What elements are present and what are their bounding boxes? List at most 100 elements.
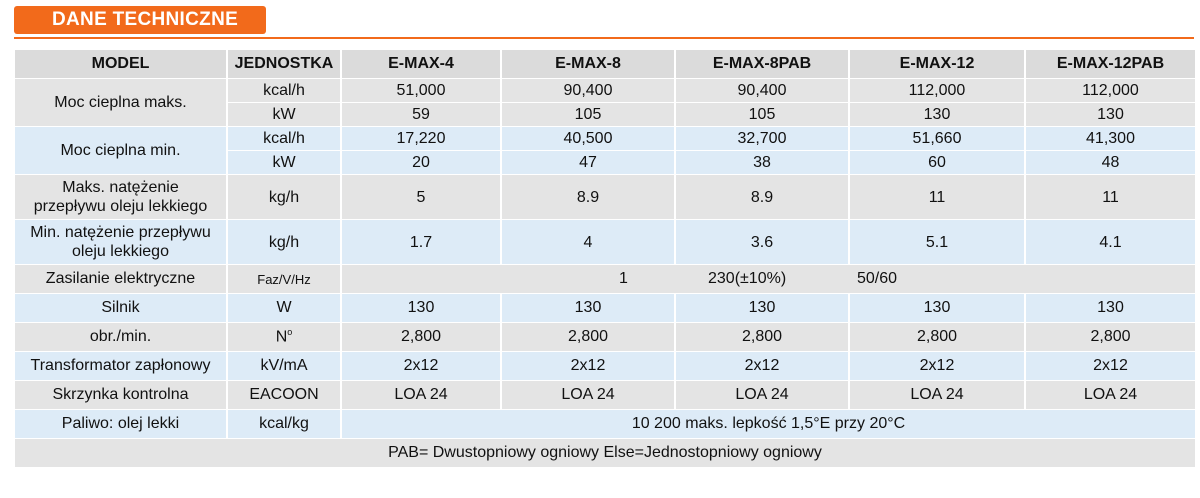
power-voltage: 230(±10%) [708,270,787,287]
unit-superscript: o [287,327,293,338]
value-cell: 2,800 [675,322,850,352]
value-cell: 5.1 [849,219,1026,265]
value-cell: LOA 24 [849,380,1026,410]
unit-cell: kg/h [227,174,342,220]
unit-cell: kcal/h [227,78,342,103]
value-cell: 11 [849,174,1026,220]
value-cell: 38 [675,150,850,175]
header-row: MODEL JEDNOSTKA E-MAX-4 E-MAX-8 E-MAX-8P… [15,50,1195,79]
value-cell: 8.9 [675,174,850,220]
unit-cell: W [227,293,342,323]
row-label: Skrzynka kontrolna [15,380,228,410]
unit-cell: Faz/V/Hz [227,264,342,294]
value-cell: 105 [501,102,676,127]
section-title-badge: DANE TECHNICZNE [14,6,266,34]
value-cell: 3.6 [675,219,850,265]
table-row: kW 59 105 105 130 130 [15,102,1195,127]
value-cell: 130 [849,102,1026,127]
table-row: Paliwo: olej lekki kcal/kg 10 200 maks. … [15,409,1195,439]
value-cell: 2,800 [341,322,502,352]
table-row: Skrzynka kontrolna EACOON LOA 24 LOA 24 … [15,380,1195,410]
value-cell: 5 [341,174,502,220]
value-cell: 51,660 [849,126,1026,151]
value-cell: 59 [341,102,502,127]
row-label-line: oleju lekkiego [72,243,169,260]
value-cell: 130 [849,293,1026,323]
unit-cell: EACOON [227,380,342,410]
header-unit: JEDNOSTKA [227,50,342,79]
header-emax4: E-MAX-4 [341,50,502,79]
header-emax12: E-MAX-12 [849,50,1026,79]
value-cell: 47 [501,150,676,175]
section-title: DANE TECHNICZNE [52,9,239,30]
power-frequency: 50/60 [857,270,898,287]
table-row: Min. natężenie przepływu oleju lekkiego … [15,219,1195,265]
value-cell: 8.9 [501,174,676,220]
spec-table: MODEL JEDNOSTKA E-MAX-4 E-MAX-8 E-MAX-8P… [15,50,1195,468]
table-row: Transformator zapłonowy kV/mA 2x12 2x12 … [15,351,1195,381]
table-row: Zasilanie elektryczne Faz/V/Hz 1 230(±10… [15,264,1195,294]
value-cell: 90,400 [501,78,676,103]
table-row: obr./min. No 2,800 2,800 2,800 2,800 2,8… [15,322,1195,352]
value-cell: 2x12 [849,351,1026,381]
table-row: Moc cieplna maks. kcal/h 51,000 90,400 9… [15,78,1195,127]
value-cell: 2x12 [341,351,502,381]
value-cell: 60 [849,150,1026,175]
value-cell: 130 [1025,293,1195,323]
footnote-row: PAB= Dwustopniowy ogniowy Else=Jednostop… [15,438,1195,468]
table-row: Maks. natężenie przepływu oleju lekkiego… [15,174,1195,220]
value-cell: 51,000 [341,78,502,103]
value-cell: 1.7 [341,219,502,265]
row-label-line: Maks. natężenie [62,179,179,196]
title-underline [14,37,1194,39]
header-model: MODEL [15,50,228,79]
row-label: Silnik [15,293,228,323]
value-cell: 40,500 [501,126,676,151]
value-cell: LOA 24 [1025,380,1195,410]
row-label: Maks. natężenie przepływu oleju lekkiego [15,174,228,220]
unit-cell: kV/mA [227,351,342,381]
value-cell: 48 [1025,150,1195,175]
row-label: obr./min. [15,322,228,352]
value-cell: 130 [675,293,850,323]
row-label: Moc cieplna min. [15,126,228,175]
value-cell: 112,000 [1025,78,1195,103]
unit-cell: kcal/kg [227,409,342,439]
row-label: Transformator zapłonowy [15,351,228,381]
value-cell: LOA 24 [501,380,676,410]
value-cell: 2x12 [501,351,676,381]
value-cell: LOA 24 [341,380,502,410]
value-cell: 2,800 [1025,322,1195,352]
power-phase: 1 [619,270,628,287]
value-cell: 90,400 [675,78,850,103]
row-label-line: Min. natężenie przepływu [30,224,211,241]
table-row: Moc cieplna min. kcal/h 17,220 40,500 32… [15,126,1195,175]
header-emax8: E-MAX-8 [501,50,676,79]
unit-cell: kg/h [227,219,342,265]
table-row: Silnik W 130 130 130 130 130 [15,293,1195,323]
value-cell: 2,800 [849,322,1026,352]
value-cell: 2,800 [501,322,676,352]
unit-cell: No [227,322,342,352]
unit-cell: kW [227,102,342,127]
value-cell: 41,300 [1025,126,1195,151]
value-cell: 105 [675,102,850,127]
unit-text: N [275,328,288,346]
value-cell: 20 [341,150,502,175]
row-label: Min. natężenie przepływu oleju lekkiego [15,219,228,265]
value-cell: 130 [341,293,502,323]
merged-value-cell: 10 200 maks. lepkość 1,5°E przy 20°C [341,409,1195,439]
value-cell: 112,000 [849,78,1026,103]
value-cell: 130 [501,293,676,323]
table-row: kW 20 47 38 60 48 [15,150,1195,175]
unit-cell: kcal/h [227,126,342,151]
footnote: PAB= Dwustopniowy ogniowy Else=Jednostop… [15,438,1195,468]
value-cell: 32,700 [675,126,850,151]
value-cell: 17,220 [341,126,502,151]
row-label: Moc cieplna maks. [15,78,228,127]
unit-cell: kW [227,150,342,175]
value-cell: 4.1 [1025,219,1195,265]
value-cell: LOA 24 [675,380,850,410]
merged-value-cell: 1 230(±10%) 50/60 [341,264,1195,294]
row-label: Paliwo: olej lekki [15,409,228,439]
